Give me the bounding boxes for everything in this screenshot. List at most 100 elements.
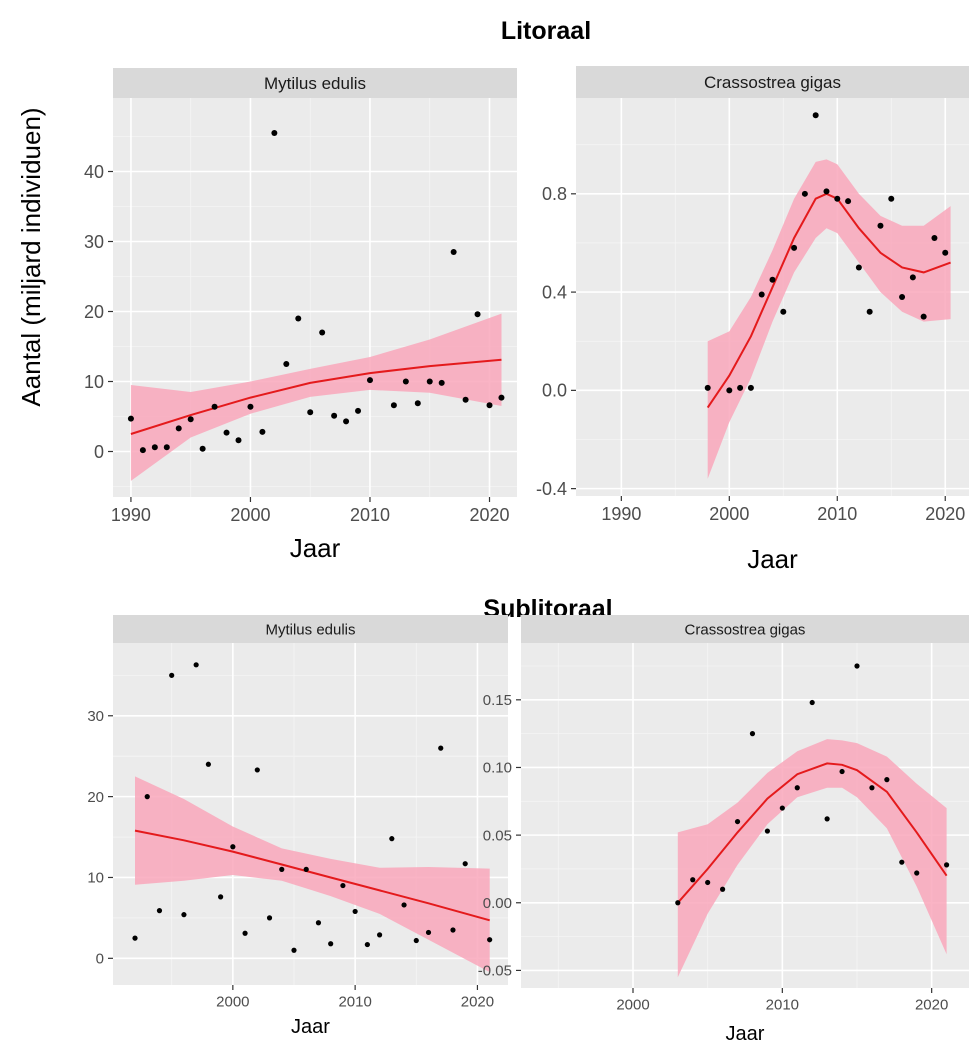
data-point (223, 429, 230, 436)
data-point (271, 130, 278, 136)
y-tick-label: 0.15 (483, 692, 512, 709)
panels: Mytilus edulis 0 10 20 30 40 1990 2000 2010 2020 J… (84, 66, 969, 1045)
data-point (169, 672, 175, 678)
data-point (235, 437, 242, 444)
data-point (283, 361, 290, 367)
data-point (413, 937, 419, 944)
x-tick-label: 2020 (915, 997, 948, 1014)
y-tick-label: 0.00 (483, 895, 512, 912)
data-point (163, 444, 170, 451)
data-point (747, 384, 754, 391)
data-point (690, 877, 696, 883)
x-axis-title: Jaar (291, 1016, 330, 1038)
data-point (390, 402, 397, 409)
data-point (824, 816, 830, 822)
data-point (734, 818, 741, 825)
data-point (355, 407, 362, 414)
facet-title: Crassostrea gigas (685, 621, 806, 638)
data-point (869, 785, 875, 791)
x-tick-label: 1990 (111, 505, 151, 525)
data-point (845, 198, 852, 205)
data-point (780, 308, 787, 315)
y-tick-label: -0.4 (536, 479, 567, 499)
data-point (704, 384, 711, 391)
data-point (487, 937, 493, 943)
data-point (389, 836, 395, 842)
data-point (474, 311, 481, 318)
data-point (438, 745, 444, 751)
data-point (331, 412, 338, 419)
data-point (279, 866, 285, 872)
data-point (779, 805, 785, 811)
data-point (823, 188, 830, 195)
data-point (230, 844, 236, 850)
data-point (944, 862, 950, 868)
data-point (144, 794, 150, 800)
y-tick-label: 10 (87, 870, 104, 887)
data-point (931, 235, 938, 242)
x-tick-label: 2010 (817, 504, 857, 524)
y-tick-label: 0 (96, 951, 104, 968)
section-title-litoraal: Litoraal (501, 17, 591, 45)
data-point (205, 761, 211, 767)
x-tick-label: 2010 (350, 505, 390, 525)
data-point (414, 400, 421, 407)
data-point (705, 879, 711, 886)
confidence-band (707, 159, 951, 479)
y-tick-label: 0.05 (483, 827, 512, 844)
data-point (450, 249, 457, 255)
facet-strip (113, 68, 517, 98)
x-axis-title: Jaar (747, 544, 798, 574)
y-tick-label: 30 (87, 708, 104, 725)
data-point (450, 927, 456, 933)
x-tick-label: 2010 (766, 997, 799, 1014)
data-point (426, 378, 433, 385)
facet-strip (521, 615, 969, 643)
data-point (156, 908, 163, 914)
data-point (758, 291, 765, 298)
data-point (877, 222, 884, 229)
data-point (899, 294, 906, 300)
y-tick-label: 40 (84, 162, 104, 182)
data-point (809, 699, 815, 706)
chart-panel-1: Mytilus edulis 0 10 20 30 40 1990 2000 2010 2020 J… (84, 68, 517, 563)
x-tick-label: 2000 (216, 994, 249, 1011)
y-tick-label: 20 (87, 789, 104, 806)
y-tick-label: -0.05 (478, 963, 512, 980)
trend-line (130, 358, 502, 435)
data-point (899, 859, 905, 865)
data-point (364, 941, 370, 948)
data-point (909, 274, 916, 281)
data-point (791, 244, 798, 251)
data-point (315, 920, 322, 926)
data-point (366, 377, 373, 384)
data-point (352, 908, 358, 915)
data-point (187, 416, 194, 423)
chart-panel-4: Crassostrea gigas -0.05 0.00 0.05 0.10 0.15 20… (478, 615, 969, 1045)
data-point (291, 947, 297, 953)
x-tick-label: 2020 (925, 504, 965, 524)
confidence-band (130, 313, 502, 481)
data-point (866, 308, 873, 315)
trend-line (677, 762, 948, 904)
confidence-band (677, 739, 947, 978)
data-point (769, 276, 776, 283)
y-tick-label: 30 (84, 232, 104, 252)
data-point (175, 425, 182, 432)
data-point (242, 930, 248, 936)
x-axis-title: Jaar (290, 533, 341, 563)
data-point (139, 447, 146, 454)
x-tick-label: 2000 (709, 504, 749, 524)
data-point (888, 195, 895, 202)
data-point (914, 870, 920, 876)
facet-title: Mytilus edulis (264, 74, 366, 93)
data-point (812, 112, 819, 119)
y-tick-label: 0.0 (542, 381, 567, 401)
x-tick-label: 2010 (338, 994, 371, 1011)
facet-strip (113, 615, 508, 643)
y-tick-label: 0 (94, 442, 104, 462)
data-point (247, 403, 254, 410)
y-tick-label: 20 (84, 302, 104, 322)
y-tick-label: 0.10 (483, 760, 512, 777)
